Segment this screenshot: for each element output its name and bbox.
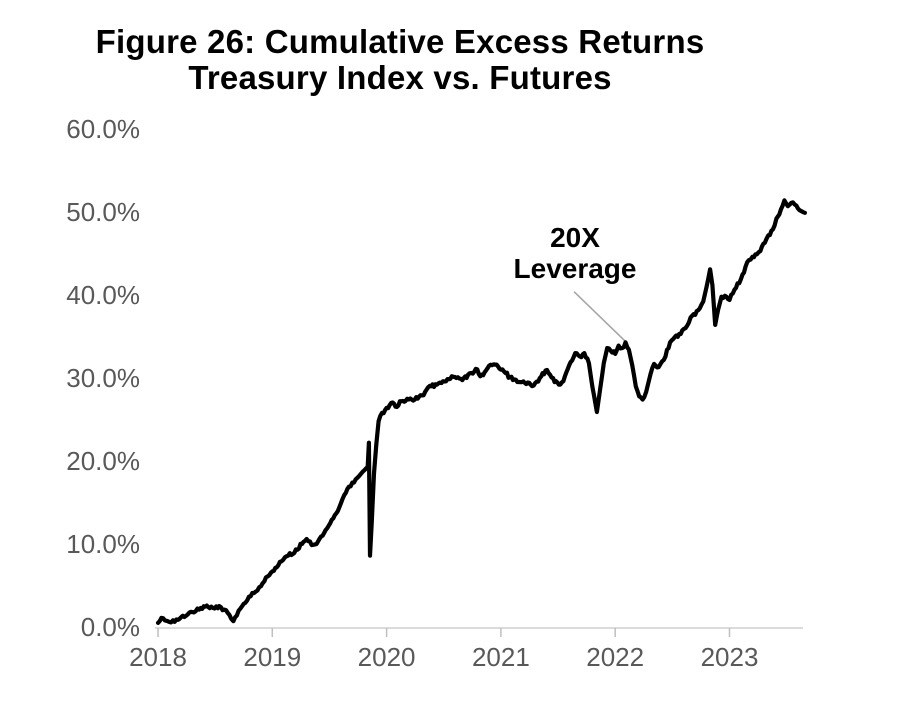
x-axis-label: 2018 (129, 642, 187, 672)
y-axis-label: 60.0% (66, 114, 140, 144)
annotation-line2: Leverage (513, 253, 637, 284)
x-axis-label: 2023 (701, 642, 759, 672)
y-axis-label: 10.0% (66, 529, 140, 559)
chart-title: Figure 26: Cumulative Excess Returns Tre… (96, 24, 705, 96)
chart-title-line1: Figure 26: Cumulative Excess Returns (95, 23, 705, 60)
x-axis-label: 2022 (586, 642, 644, 672)
y-axis-label: 0.0% (81, 612, 140, 642)
y-axis-label: 20.0% (66, 446, 140, 476)
series-annotation-20x-leverage: 20X Leverage (514, 222, 637, 284)
annotation-leader-line (573, 291, 627, 343)
x-axis-label: 2021 (472, 642, 530, 672)
x-axis-label: 2020 (358, 642, 416, 672)
y-axis-label: 50.0% (66, 197, 140, 227)
x-axis-label: 2019 (243, 642, 301, 672)
y-axis-label: 30.0% (66, 363, 140, 393)
annotation-line1: 20X (550, 222, 600, 253)
y-axis-label: 40.0% (66, 280, 140, 310)
series-line-20x-leverage (155, 198, 807, 625)
chart-title-line2: Treasury Index vs. Futures (188, 59, 612, 96)
